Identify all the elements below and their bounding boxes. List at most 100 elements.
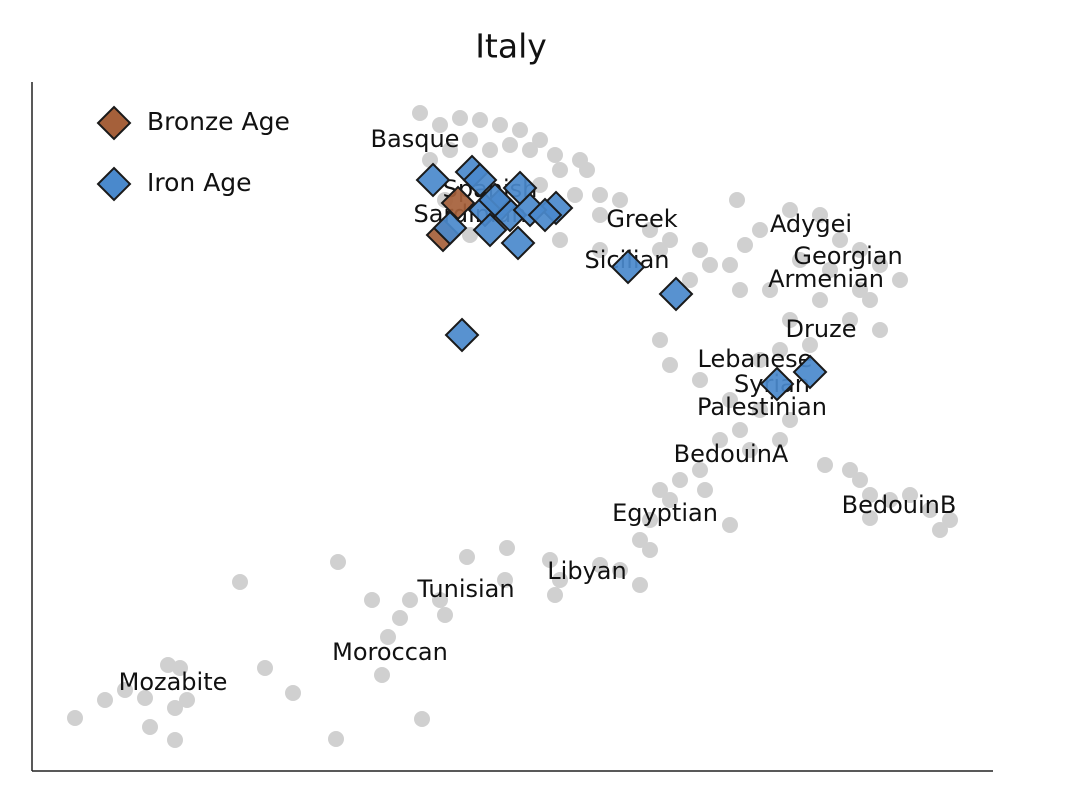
point	[642, 222, 658, 238]
point	[902, 487, 918, 503]
point	[462, 162, 498, 198]
point	[117, 682, 133, 698]
point	[759, 366, 795, 402]
point	[462, 132, 478, 148]
point	[872, 257, 888, 273]
point	[592, 187, 608, 203]
point	[812, 207, 828, 223]
point	[632, 577, 648, 593]
point	[662, 492, 678, 508]
point	[932, 522, 948, 538]
point	[592, 242, 608, 258]
point	[642, 512, 658, 528]
point	[432, 210, 468, 246]
annotation: Moroccan	[332, 638, 448, 666]
point	[592, 557, 608, 573]
point	[499, 540, 515, 556]
annotation: Basque	[371, 125, 460, 153]
legend-marker	[96, 105, 132, 141]
point	[160, 657, 176, 673]
point	[459, 549, 475, 565]
point	[772, 432, 788, 448]
point	[285, 685, 301, 701]
point	[612, 562, 628, 578]
point	[692, 242, 708, 258]
point	[772, 342, 788, 358]
chart-title: Italy	[475, 27, 547, 66]
point	[67, 710, 83, 726]
point	[374, 667, 390, 683]
point	[762, 282, 778, 298]
annotation: Georgian	[793, 242, 902, 270]
point	[512, 122, 528, 138]
point	[892, 272, 908, 288]
point	[97, 692, 113, 708]
legend-label: Bronze Age	[147, 107, 290, 136]
point	[552, 232, 568, 248]
point	[522, 142, 538, 158]
point	[872, 322, 888, 338]
point	[328, 731, 344, 747]
point	[652, 242, 668, 258]
annotation: Tunisian	[416, 575, 514, 603]
point	[432, 117, 448, 133]
point	[752, 402, 768, 418]
point	[364, 592, 380, 608]
point	[137, 690, 153, 706]
point	[542, 552, 558, 568]
point	[402, 592, 418, 608]
point	[652, 482, 668, 498]
annotation: Druze	[786, 315, 857, 343]
point	[472, 112, 488, 128]
point	[380, 629, 396, 645]
point	[482, 142, 498, 158]
point	[722, 257, 738, 273]
point	[167, 700, 183, 716]
annotation: Libyan	[547, 557, 626, 585]
point	[452, 110, 468, 126]
point	[652, 332, 668, 348]
point	[852, 282, 868, 298]
annotation: Armenian	[768, 265, 884, 293]
point	[552, 162, 568, 178]
annotation: BedouinA	[674, 440, 789, 468]
point	[232, 574, 248, 590]
point	[702, 257, 718, 273]
point	[712, 432, 728, 448]
point	[682, 272, 698, 288]
point	[692, 372, 708, 388]
point	[567, 187, 583, 203]
point	[862, 510, 878, 526]
point	[547, 587, 563, 603]
point	[842, 312, 858, 328]
point	[842, 462, 858, 478]
point	[330, 554, 346, 570]
point	[257, 660, 273, 676]
point	[662, 232, 678, 248]
point	[782, 412, 798, 428]
point	[782, 202, 798, 218]
point	[444, 317, 480, 353]
point	[782, 312, 798, 328]
point	[612, 192, 628, 208]
annotation: Greek	[606, 205, 677, 233]
point	[415, 162, 451, 198]
point	[477, 182, 513, 218]
point	[722, 517, 738, 533]
point	[472, 212, 508, 248]
point	[732, 422, 748, 438]
point	[532, 132, 548, 148]
point	[552, 572, 568, 588]
point	[922, 502, 938, 518]
point	[732, 282, 748, 298]
point	[882, 492, 898, 508]
point	[822, 262, 838, 278]
point	[547, 147, 563, 163]
point	[142, 719, 158, 735]
point	[792, 252, 808, 268]
point	[817, 457, 833, 473]
annotation: Lebanese	[698, 345, 813, 373]
point	[742, 442, 758, 458]
point	[697, 482, 713, 498]
